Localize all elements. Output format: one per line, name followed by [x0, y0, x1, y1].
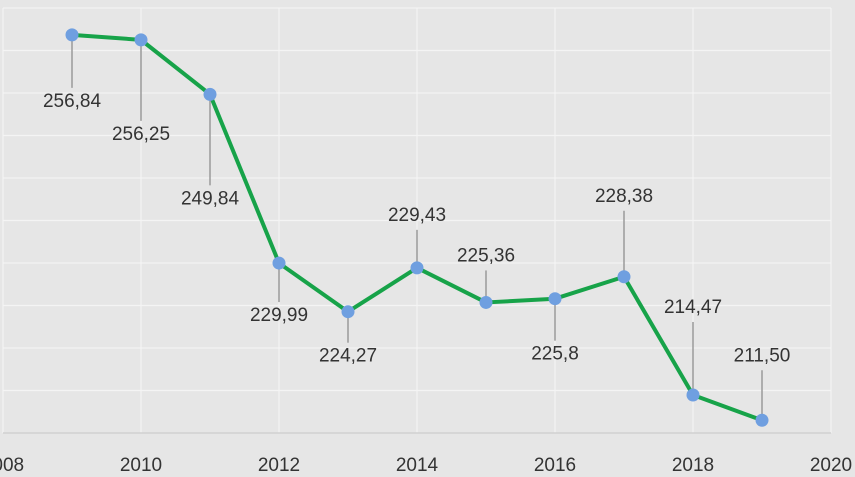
x-tick-label: 2012 [258, 455, 300, 476]
data-label: 229,99 [250, 305, 308, 326]
marker [548, 292, 562, 306]
x-tick-label: 2018 [672, 455, 714, 476]
x-tick-label: 2020 [810, 455, 852, 476]
data-label: 229,43 [388, 205, 446, 226]
marker [686, 388, 700, 402]
marker [479, 295, 493, 309]
x-tick-label: 2014 [396, 455, 439, 476]
data-label: 225,8 [531, 344, 579, 365]
marker [410, 261, 424, 275]
marker [272, 256, 286, 270]
marker [341, 305, 355, 319]
data-label: 225,36 [457, 245, 515, 266]
marker [134, 33, 148, 47]
data-label: 249,84 [181, 188, 240, 209]
data-label: 256,25 [112, 124, 170, 145]
data-label: 228,38 [595, 186, 653, 207]
x-tick-label: 2010 [120, 455, 162, 476]
marker [755, 413, 769, 427]
data-label: 256,84 [43, 91, 102, 112]
marker [617, 270, 631, 284]
data-label: 211,50 [734, 345, 791, 366]
marker [65, 28, 79, 42]
x-tick-label: 2016 [534, 455, 576, 476]
marker [203, 87, 217, 101]
x-tick-label: 2008 [0, 455, 24, 476]
data-label: 224,27 [319, 346, 377, 367]
data-label: 214,47 [664, 297, 722, 318]
